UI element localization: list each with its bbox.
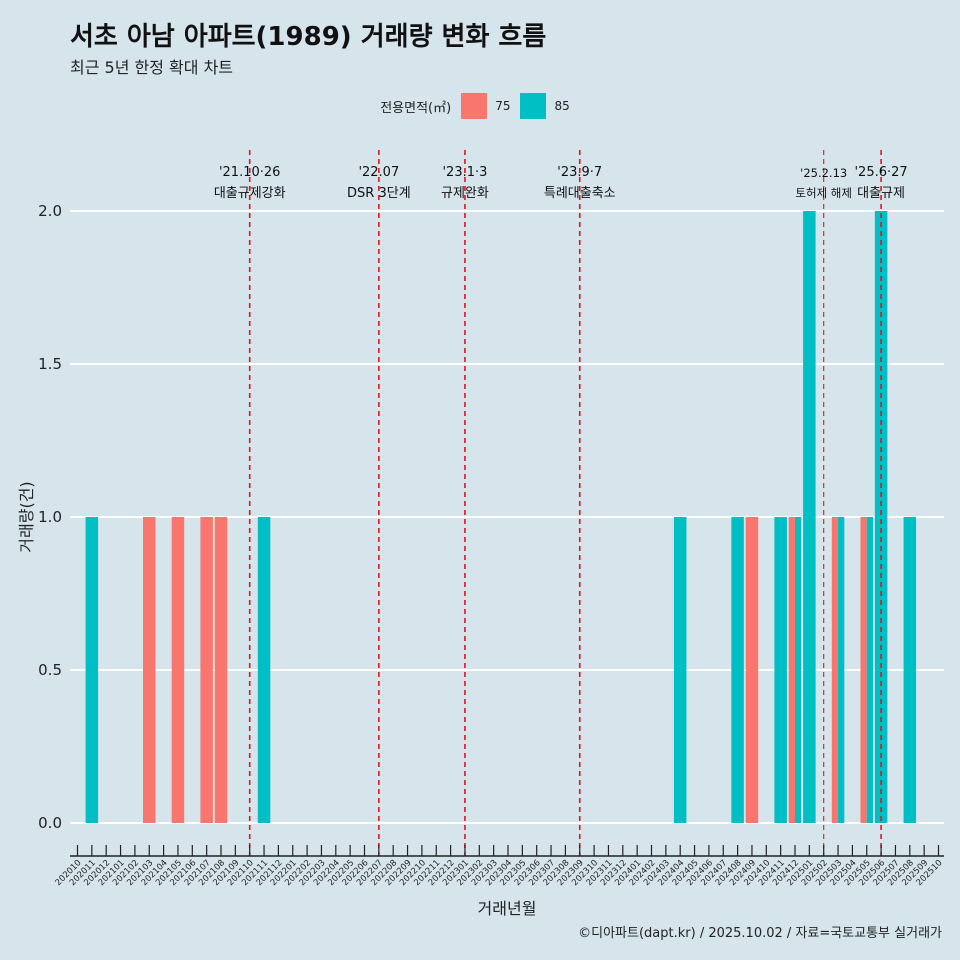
legend-label-75: 75 [495, 99, 511, 113]
legend-item-75: 75 [461, 93, 510, 119]
event-label: 대출규제강화 [214, 186, 286, 201]
bar-85-202408 [731, 517, 744, 823]
bar-85-202111 [257, 517, 271, 823]
event-label: 특례대출축소 [544, 186, 616, 201]
bar-75-202409 [745, 517, 759, 823]
event-label: 토허제 해제 [795, 186, 852, 200]
legend-swatch-75 [461, 93, 488, 119]
x-axis-title: 거래년월 [478, 899, 537, 918]
bar-75-202105 [171, 517, 185, 823]
y-axis-title: 거래량(건) [17, 481, 36, 552]
event-label: DSR 3단계 [347, 186, 411, 201]
y-tick-label: 1.0 [38, 508, 62, 526]
bar-75-202103 [143, 517, 156, 823]
event-date: '25.6·27 [854, 165, 907, 180]
bar-75-202108 [214, 517, 228, 823]
legend-label-85: 85 [554, 99, 570, 113]
bar-75-202503 [831, 517, 839, 823]
event-label: 대출규제 [857, 186, 905, 201]
bar-85-202508 [903, 517, 917, 823]
bar-85-202503 [838, 517, 845, 823]
bar-75-202107 [200, 517, 213, 823]
bar-85-202404 [673, 517, 687, 823]
event-date: '23.9·7 [557, 165, 602, 180]
bar-85-202501 [803, 211, 816, 823]
bar-85-202505 [866, 517, 873, 823]
event-date: '21.10·26 [219, 165, 280, 180]
footer-credit: ©디아파트(dapt.kr) / 2025.10.02 / 자료=국토교통부 실… [578, 926, 942, 941]
bar-75-202505 [860, 517, 867, 823]
y-tick-label: 1.5 [38, 355, 62, 373]
event-date: '23.1·3 [442, 165, 487, 180]
event-date: '25.2.13 [800, 166, 847, 180]
bar-85-202506 [874, 211, 888, 823]
legend-item-85: 85 [520, 93, 570, 119]
bar-85-202411 [774, 517, 787, 823]
legend-swatch-85 [520, 93, 547, 119]
bar-85-202011 [85, 517, 99, 823]
y-tick-label: 2.0 [38, 202, 62, 220]
y-tick-label: 0.0 [38, 814, 62, 832]
event-label: 규제완화 [441, 186, 489, 201]
legend-title: 전용면적(㎡) [380, 100, 452, 116]
y-tick-label: 0.5 [38, 661, 62, 679]
bar-85-202412 [795, 517, 802, 823]
legend: 전용면적(㎡) 75 85 [0, 93, 960, 119]
bar-75-202412 [788, 517, 795, 823]
chart-title: 서초 아남 아파트(1989) 거래량 변화 흐름 [70, 22, 547, 52]
chart-subtitle: 최근 5년 한정 확대 차트 [70, 58, 234, 77]
event-date: '22.07 [358, 165, 399, 180]
